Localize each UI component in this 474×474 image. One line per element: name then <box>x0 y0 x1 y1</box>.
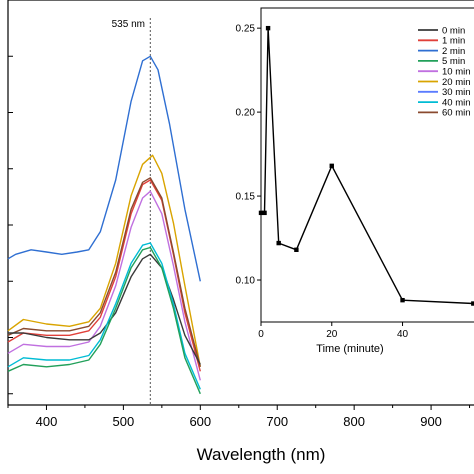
inset-legend-label: 0 min <box>442 25 465 36</box>
main-series-line-1-min <box>7 179 201 372</box>
peak-annotation: 535 nm <box>112 19 145 30</box>
inset-legend-label: 30 min <box>442 87 471 98</box>
inset-legend-label: 60 min <box>442 108 471 119</box>
main-plot-frame <box>7 0 474 406</box>
inset-y-tick-label: 0.15 <box>236 192 256 203</box>
inset-series-group <box>258 25 474 306</box>
inset-data-point <box>276 240 281 246</box>
inset-chart: 0.10 0.15 0.20 0.25 0 20 40 Time (minute) 0 m… <box>236 7 474 355</box>
inset-x-axis-title: Time (minute) <box>316 343 383 355</box>
inset-data-point <box>400 297 405 303</box>
inset-series-line <box>261 28 474 305</box>
inset-y-tick-label: 0.20 <box>236 108 256 119</box>
inset-legend-label: 2 min <box>442 46 465 57</box>
main-x-tick-label: 400 <box>36 414 58 429</box>
main-series-line-20-min <box>7 154 201 367</box>
inset-legend-label: 40 min <box>442 97 471 108</box>
main-series-line-0-min <box>8 253 201 365</box>
main-x-axis-title: Wavelength (nm) <box>197 445 326 464</box>
inset-data-point <box>329 163 334 169</box>
inset-plot-frame <box>260 7 474 323</box>
main-series-line-40-min <box>7 242 201 390</box>
inset-y-tick-label: 0.10 <box>236 276 256 287</box>
inset-legend-label: 1 min <box>442 36 465 47</box>
main-series-line-60-min <box>7 177 201 367</box>
main-series-line-5-min <box>7 246 201 395</box>
inset-x-ticks: 0 20 40 <box>258 322 409 340</box>
main-series-line-10-min <box>7 190 201 381</box>
main-x-tick-label: 600 <box>189 414 211 429</box>
main-series-line-2-min <box>7 55 201 282</box>
inset-y-ticks: 0.10 0.15 0.20 0.25 <box>236 24 261 287</box>
main-x-tick-label: 500 <box>113 414 135 429</box>
inset-data-point <box>262 210 267 216</box>
main-x-ticks: 400 500 600 700 800 900 <box>7 405 471 429</box>
inset-data-point <box>258 210 264 216</box>
main-series-group <box>7 55 201 395</box>
main-x-tick-label: 700 <box>266 414 288 429</box>
inset-x-tick-label: 0 <box>258 329 264 340</box>
main-y-ticks <box>8 55 13 395</box>
inset-x-tick-label: 20 <box>326 329 338 340</box>
inset-data-point <box>471 301 474 306</box>
inset-legend-label: 10 min <box>442 67 471 78</box>
inset-legend-label: 20 min <box>442 77 471 88</box>
inset-legend-label: 5 min <box>442 56 465 67</box>
inset-x-tick-label: 40 <box>397 329 409 340</box>
inset-data-point <box>294 247 299 252</box>
main-x-tick-label: 900 <box>420 414 442 429</box>
main-x-tick-label: 800 <box>343 414 365 429</box>
inset-data-point <box>265 25 271 31</box>
inset-y-tick-label: 0.25 <box>236 24 256 35</box>
